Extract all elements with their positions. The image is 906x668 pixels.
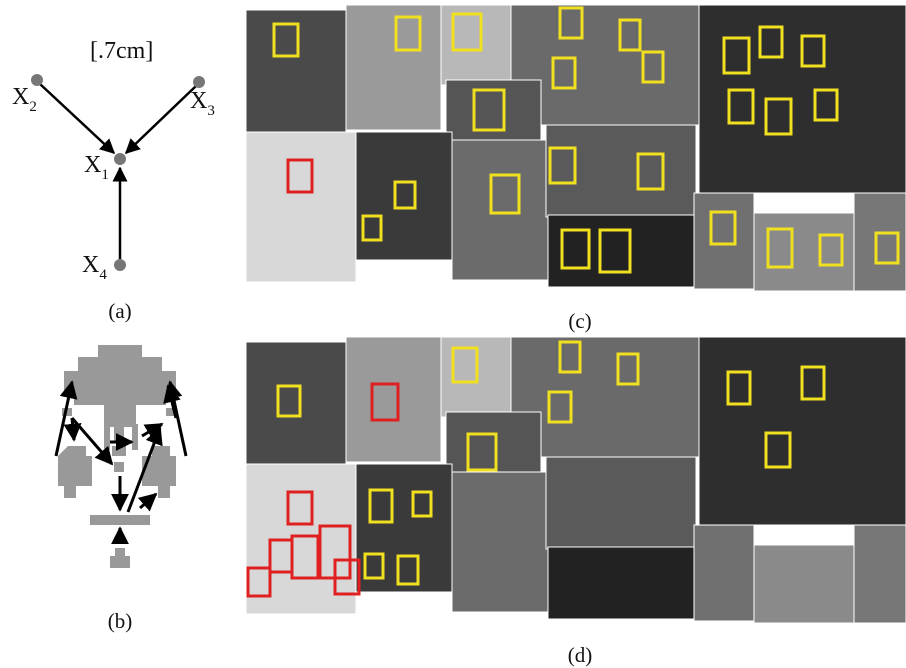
node-letter: X (82, 252, 99, 278)
photo (452, 472, 548, 612)
photo (548, 547, 694, 619)
node-letter: X (190, 88, 207, 114)
photo (754, 545, 854, 623)
photo (446, 412, 541, 474)
annotation: [.7cm] (90, 38, 153, 64)
photo (346, 337, 441, 462)
node-subscript: 2 (29, 99, 37, 115)
node-label: X3 (190, 88, 215, 119)
node-subscript: 3 (207, 103, 215, 119)
photo (699, 337, 906, 525)
caption: (c) (568, 309, 591, 333)
shoulder-shape (142, 446, 176, 498)
photo (694, 525, 754, 621)
edge (126, 86, 196, 153)
node-subscript: 4 (99, 267, 107, 283)
photo (546, 457, 696, 549)
part (112, 446, 126, 456)
photo (854, 525, 906, 623)
node-dot (114, 153, 126, 165)
panel-c (246, 5, 906, 291)
photo (346, 5, 441, 130)
node-dot (114, 259, 126, 271)
node-label: X2 (12, 84, 37, 115)
shoulder-shape (58, 446, 92, 498)
panel-a: [.7cm] X2 X3 X1 X4 (a) (12, 38, 215, 323)
photo (246, 342, 346, 464)
photo (548, 215, 694, 287)
photo (694, 193, 754, 289)
part (104, 424, 110, 450)
photo (246, 464, 356, 614)
node-dot (31, 74, 43, 86)
page: [.7cm] X2 X3 X1 X4 (a) (0, 0, 906, 668)
photo (246, 132, 356, 282)
node-label: X4 (82, 252, 107, 283)
photo (246, 10, 346, 132)
hand-bar (90, 515, 150, 525)
photo (546, 125, 696, 217)
edge (40, 84, 114, 153)
photo (356, 464, 452, 592)
part (110, 556, 130, 568)
node-letter: X (12, 84, 29, 110)
caption: (a) (108, 299, 131, 323)
node-subscript: 1 (101, 167, 109, 183)
part (132, 424, 138, 450)
caption: (b) (108, 609, 133, 633)
figure: [.7cm] X2 X3 X1 X4 (a) (0, 0, 906, 668)
panel-b: (b) (56, 345, 186, 633)
node-dot (193, 76, 205, 88)
node-label: X1 (84, 152, 109, 183)
part (114, 462, 124, 472)
node-letter: X (84, 152, 101, 178)
caption: (d) (568, 643, 593, 667)
panel-d (246, 337, 906, 623)
photo (452, 140, 548, 280)
